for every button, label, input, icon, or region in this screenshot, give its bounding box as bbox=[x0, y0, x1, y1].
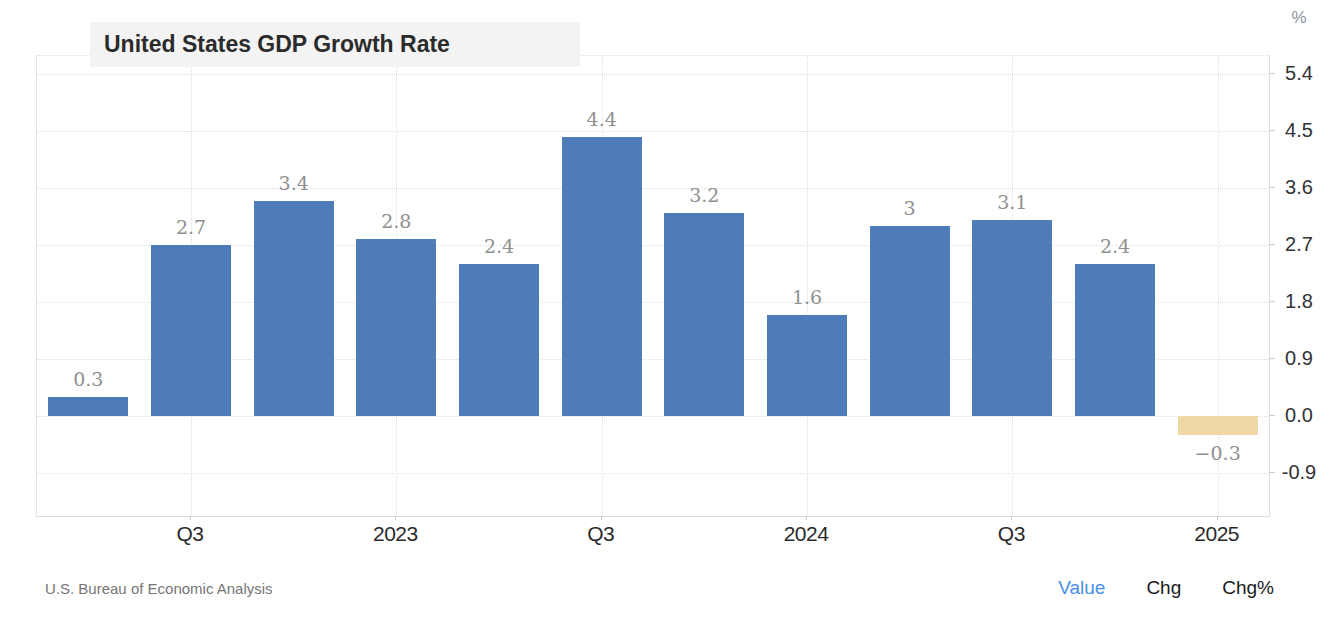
x-axis-tick-label: 2025 bbox=[1162, 521, 1272, 547]
plot-area: 0.3 2.7 3.4 2.8 2.4 4.4 3.2 1.6 3 3.1 2.4 −0.3 bbox=[36, 55, 1270, 517]
y-axis-tick-label: 0.0 bbox=[1272, 401, 1326, 429]
horizontal-gridline bbox=[37, 473, 1269, 474]
toggle-chg[interactable]: Chg bbox=[1146, 577, 1181, 599]
bar[interactable] bbox=[870, 226, 950, 416]
x-axis-tick-mark bbox=[601, 516, 602, 520]
bar[interactable] bbox=[459, 264, 539, 416]
toggle-chg-pct[interactable]: Chg% bbox=[1222, 577, 1274, 599]
x-axis-tick-label: Q3 bbox=[135, 521, 245, 547]
bar-value-label: 3.2 bbox=[659, 184, 749, 206]
horizontal-gridline bbox=[37, 131, 1269, 132]
chart-title: United States GDP Growth Rate bbox=[90, 22, 580, 67]
bar-value-label: 2.4 bbox=[1070, 235, 1160, 257]
bar[interactable] bbox=[356, 239, 436, 416]
y-axis-tick-label: 1.8 bbox=[1272, 287, 1326, 315]
bar[interactable] bbox=[151, 245, 231, 416]
y-axis-tick-label: 3.6 bbox=[1272, 173, 1326, 201]
x-axis-tick-label: 2023 bbox=[340, 521, 450, 547]
y-axis-tick-label: -0.9 bbox=[1272, 458, 1326, 486]
x-axis-tick-label: Q3 bbox=[956, 521, 1066, 547]
bar[interactable] bbox=[1075, 264, 1155, 416]
bar-value-label: 3.4 bbox=[249, 172, 339, 194]
x-axis-tick-mark bbox=[806, 516, 807, 520]
bar-value-label: 4.4 bbox=[557, 108, 647, 130]
bar[interactable] bbox=[48, 397, 128, 416]
x-axis-tick-label: 2024 bbox=[751, 521, 861, 547]
source-attribution: U.S. Bureau of Economic Analysis bbox=[45, 580, 273, 597]
bar[interactable] bbox=[664, 213, 744, 416]
gdp-growth-chart-widget: United States GDP Growth Rate % 0.3 2.7 3.… bbox=[0, 0, 1328, 627]
bar-value-label: 0.3 bbox=[43, 368, 133, 390]
bar-value-label: 3 bbox=[865, 197, 955, 219]
y-axis-unit-label: % bbox=[1270, 8, 1328, 28]
bar-value-label: 1.6 bbox=[762, 286, 852, 308]
bar[interactable] bbox=[972, 220, 1052, 416]
bar-value-label: 2.8 bbox=[351, 210, 441, 232]
bar[interactable] bbox=[767, 315, 847, 416]
horizontal-gridline bbox=[37, 188, 1269, 189]
x-axis-tick-label: Q3 bbox=[546, 521, 656, 547]
series-mode-toggles: Value Chg Chg% bbox=[1058, 577, 1274, 599]
bar-value-label: 2.4 bbox=[454, 235, 544, 257]
bar[interactable] bbox=[562, 137, 642, 416]
x-axis-tick-mark bbox=[395, 516, 396, 520]
x-axis-tick-mark bbox=[190, 516, 191, 520]
y-axis-tick-label: 5.4 bbox=[1272, 59, 1326, 87]
y-axis-tick-label: 4.5 bbox=[1272, 116, 1326, 144]
y-axis-tick-label: 0.9 bbox=[1272, 344, 1326, 372]
bar-value-label: 2.7 bbox=[146, 216, 236, 238]
toggle-value[interactable]: Value bbox=[1058, 577, 1105, 599]
bar-value-label: 3.1 bbox=[967, 191, 1057, 213]
x-axis-tick-mark bbox=[1217, 516, 1218, 520]
bar[interactable] bbox=[1178, 416, 1258, 435]
bar[interactable] bbox=[254, 201, 334, 416]
x-axis-tick-mark bbox=[1011, 516, 1012, 520]
bar-value-label: −0.3 bbox=[1173, 442, 1263, 464]
y-axis-tick-label: 2.7 bbox=[1272, 230, 1326, 258]
horizontal-gridline bbox=[37, 74, 1269, 75]
horizontal-gridline bbox=[37, 416, 1269, 417]
